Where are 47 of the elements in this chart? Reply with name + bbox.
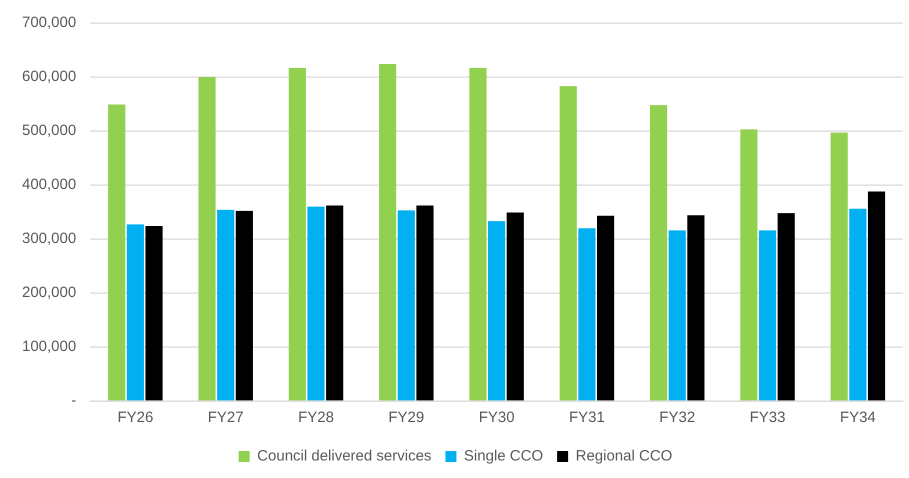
x-tick-label: FY28 (298, 409, 334, 426)
y-tick-label: 100,000 (22, 338, 76, 356)
y-tick-label: 700,000 (22, 14, 76, 32)
bar (687, 215, 704, 400)
bar (560, 86, 577, 400)
bar (108, 104, 126, 400)
x-tick-label: FY31 (568, 409, 605, 426)
y-tick-label: 600,000 (22, 68, 76, 86)
bar (288, 68, 306, 400)
bar (307, 206, 325, 400)
x-tick-label: FY33 (750, 409, 786, 426)
x-tick-label: FY29 (388, 409, 424, 426)
x-tick-label: FY32 (659, 409, 696, 426)
x-tick-label: FY27 (208, 409, 244, 426)
bar (379, 64, 396, 400)
bar (740, 129, 758, 400)
legend-label: Single CCO (464, 448, 544, 465)
bar (868, 191, 886, 400)
bar (217, 210, 234, 400)
bar (778, 213, 795, 400)
legend-label: Regional CCO (576, 448, 672, 465)
bar (198, 77, 216, 400)
x-tick-label: FY26 (117, 409, 154, 426)
bar (578, 228, 596, 400)
bar (668, 230, 686, 400)
bar (849, 208, 866, 400)
bar (398, 210, 415, 400)
legend-label: Council delivered services (257, 448, 432, 465)
bar (506, 212, 524, 400)
bar (758, 230, 776, 400)
bar (830, 132, 848, 400)
bar (145, 226, 163, 400)
bar (416, 206, 434, 400)
y-tick-label: 200,000 (22, 284, 76, 302)
x-tick-label: FY34 (840, 409, 876, 426)
bar (650, 105, 668, 400)
bar (326, 206, 344, 400)
x-tick-label: FY30 (478, 409, 515, 426)
y-tick-label: 300,000 (22, 230, 76, 248)
y-tick-label: 500,000 (22, 122, 76, 140)
bar (236, 210, 253, 400)
bar (597, 216, 614, 400)
bar (488, 221, 506, 400)
y-tick-label: - (71, 392, 76, 410)
bar (469, 68, 487, 400)
bar (126, 224, 144, 400)
y-tick-label: 400,000 (22, 176, 76, 194)
